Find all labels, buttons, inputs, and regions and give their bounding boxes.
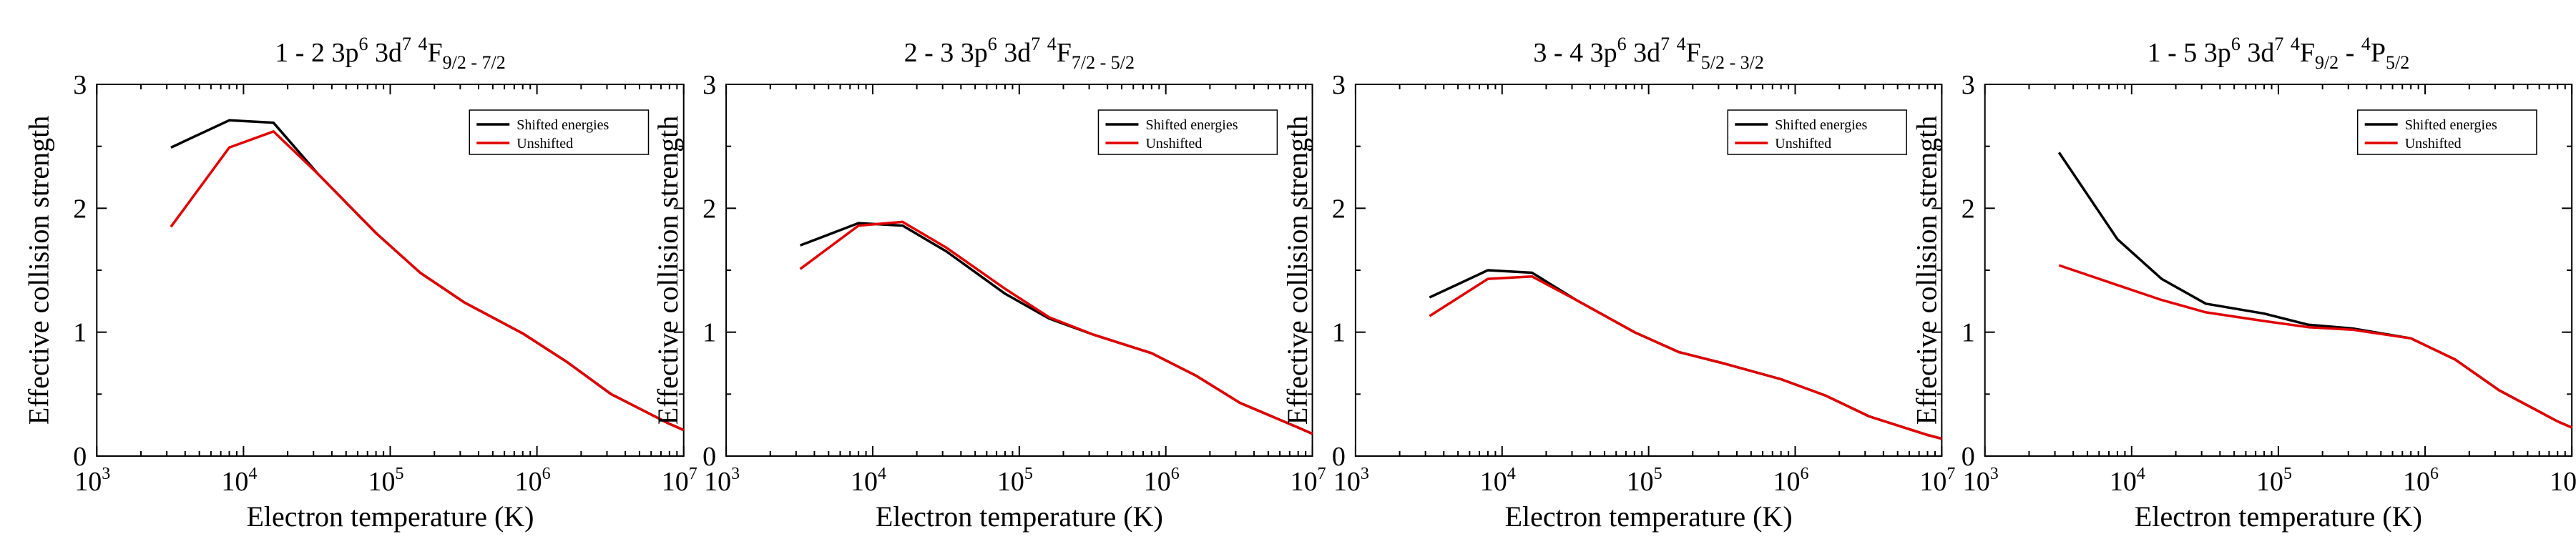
y-axis-title: Effective collision strength	[1281, 116, 1313, 425]
x-tick-label: 105	[2256, 465, 2292, 497]
chart-panel-2: 0 1 2 3 103 104 105 106 107 Electron temperature …	[652, 34, 1326, 533]
legend-box	[2356, 109, 2537, 155]
y-tick-label: 0	[1962, 442, 1975, 472]
x-tick-label: 104	[851, 465, 886, 497]
y-tick-label: 2	[73, 194, 87, 224]
legend-label: Shifted energies	[516, 117, 609, 133]
chart-panel-4: 0 1 2 3 103 104 105 106 107 Electron temperature …	[1911, 34, 2576, 533]
y-tick-label: 1	[702, 318, 716, 348]
y-tick-label: 1	[1962, 318, 1975, 348]
legend-label: Unshifted	[2405, 136, 2462, 152]
x-tick-label: 103	[704, 465, 740, 497]
x-axis-title: Electron temperature (K)	[246, 500, 534, 533]
y-axis-title: Effective collision strength	[22, 116, 54, 425]
series-line-unshifted	[2058, 264, 2572, 429]
series-line-unshifted	[799, 220, 1313, 435]
series-line-shifted	[799, 222, 1313, 435]
y-tick-label: 1	[1332, 318, 1346, 348]
x-axis-title: Electron temperature (K)	[1505, 500, 1793, 533]
x-tick-label: 106	[1144, 465, 1180, 497]
y-tick-label: 3	[702, 70, 716, 100]
y-tick-label: 3	[1332, 70, 1346, 100]
legend-box	[1097, 109, 1278, 155]
x-tick-label: 107	[2550, 465, 2576, 497]
chart-title: 1 - 2 3p6 3d7 4F9/2 - 7/2	[275, 34, 505, 73]
y-axis-title: Effective collision strength	[1911, 116, 1943, 425]
x-tick-label: 105	[1627, 465, 1662, 497]
x-axis-title: Electron temperature (K)	[2135, 500, 2422, 533]
series-line-unshifted	[170, 130, 685, 432]
x-axis-title: Electron temperature (K)	[876, 500, 1163, 533]
legend-label: Unshifted	[1145, 136, 1202, 152]
y-tick-label: 2	[1962, 194, 1975, 224]
legend-box	[1727, 109, 1907, 155]
y-tick-label: 3	[1962, 70, 1975, 100]
x-tick-label: 106	[515, 465, 551, 497]
x-tick-label: 104	[1480, 465, 1516, 497]
x-tick-label: 104	[221, 465, 257, 497]
y-axis-title: Effective collision strength	[652, 116, 684, 425]
x-tick-label: 106	[2403, 465, 2439, 497]
y-tick-label: 0	[73, 442, 87, 472]
x-tick-label: 105	[997, 465, 1033, 497]
legend-label: Shifted energies	[1775, 117, 1867, 133]
x-tick-label: 107	[1919, 465, 1955, 497]
y-tick-label: 2	[702, 194, 716, 224]
x-tick-label: 107	[662, 465, 697, 497]
y-tick-label: 0	[1332, 442, 1346, 472]
x-tick-label: 103	[74, 465, 110, 497]
y-tick-label: 1	[73, 318, 87, 348]
legend-box	[469, 109, 650, 155]
y-tick-label: 0	[702, 442, 716, 472]
series-line-unshifted	[1429, 275, 1942, 440]
x-tick-label: 103	[1333, 465, 1369, 497]
chart-title: 2 - 3 3p6 3d7 4F7/2 - 5/2	[904, 34, 1135, 73]
x-tick-label: 107	[1291, 465, 1326, 497]
series-line-shifted	[170, 119, 685, 432]
chart-panel-3: 0 1 2 3 103 104 105 106 107 Electron temperature …	[1281, 34, 1955, 533]
y-tick-label: 2	[1332, 194, 1346, 224]
x-tick-label: 105	[368, 465, 404, 497]
chart-title: 3 - 4 3p6 3d7 4F5/2 - 3/2	[1533, 34, 1763, 73]
legend-label: Unshifted	[516, 136, 573, 152]
legend-label: Shifted energies	[2405, 117, 2497, 133]
legend-label: Unshifted	[1775, 136, 1831, 152]
y-tick-label: 3	[73, 70, 87, 100]
x-tick-label: 104	[2110, 465, 2145, 497]
chart-panel-1: 0 1 2 3 103 104 105 106 107 Electron temperature …	[22, 34, 697, 533]
chart-title: 1 - 5 3p6 3d7 4F9/2 - 4P5/2	[2148, 34, 2410, 73]
legend-label: Shifted energies	[1145, 117, 1238, 133]
x-tick-label: 103	[1963, 465, 1999, 497]
x-tick-label: 106	[1773, 465, 1809, 497]
